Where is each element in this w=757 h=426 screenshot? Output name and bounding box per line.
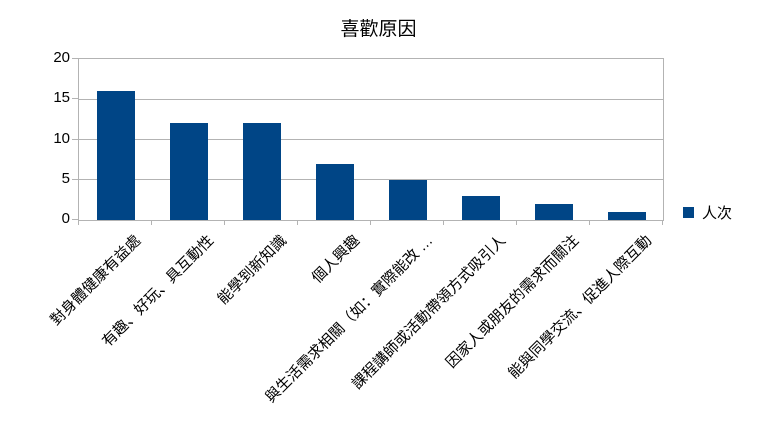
bar <box>607 211 646 220</box>
x-axis-label: 因家人或朋友的需求而關注 <box>443 232 583 372</box>
y-axis-tick-label: 10 <box>53 129 70 147</box>
bar <box>388 179 427 220</box>
x-axis-label: 個人興趣 <box>309 232 364 287</box>
x-axis-tick-mark <box>516 220 517 225</box>
x-axis-tick-mark <box>370 220 371 225</box>
x-axis-tick-mark <box>78 220 79 225</box>
gridline <box>79 139 663 140</box>
legend: 人次 <box>683 202 732 223</box>
chart-title: 喜歡原因 <box>340 19 417 40</box>
x-axis-tick-mark <box>224 220 225 225</box>
y-axis-tick-mark <box>72 219 78 220</box>
x-axis-label: 能學到新知識 <box>214 232 291 308</box>
x-axis-tick-mark <box>297 220 298 225</box>
legend-swatch <box>683 207 694 218</box>
y-axis-tick-mark <box>72 178 78 180</box>
bar <box>242 123 281 220</box>
gridline <box>79 179 663 181</box>
y-axis-tick-label: 0 <box>61 210 70 227</box>
x-axis-tick-mark <box>443 220 444 225</box>
y-axis-tick-mark <box>72 58 78 59</box>
y-axis-tick-label: 5 <box>61 169 70 187</box>
y-axis-tick-mark <box>72 138 78 140</box>
y-axis-tick-label: 15 <box>53 89 70 107</box>
x-axis-label: 能與同學交流、促進人際互動 <box>505 232 656 383</box>
bar <box>461 195 500 220</box>
x-axis-tick-mark <box>662 220 663 225</box>
y-axis-tick-mark <box>72 98 78 100</box>
gridline <box>79 98 663 100</box>
bar <box>96 91 135 220</box>
bar <box>315 163 354 220</box>
legend-label: 人次 <box>702 205 733 222</box>
x-axis-tick-mark <box>589 220 590 225</box>
bar <box>534 203 573 220</box>
bar <box>169 123 208 220</box>
y-axis-tick-label: 20 <box>53 49 70 66</box>
plot-area <box>78 58 664 221</box>
x-axis-tick-mark <box>151 220 152 225</box>
